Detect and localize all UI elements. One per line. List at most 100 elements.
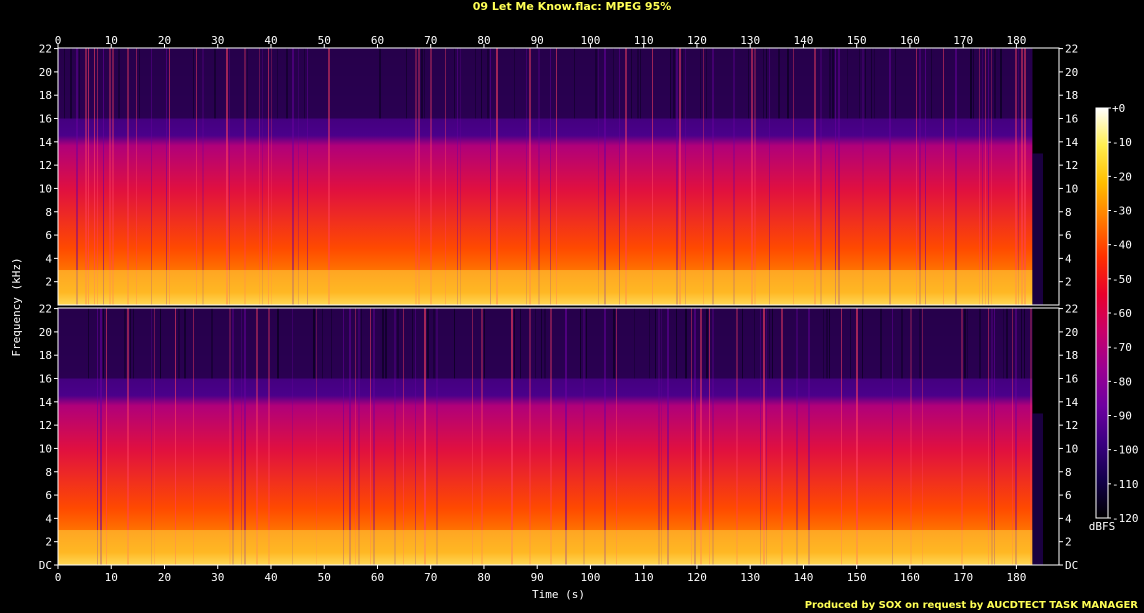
colorbar-tick-label: -20 [1112, 170, 1132, 183]
chart-title: 09 Let Me Know.flac: MPEG 95% [472, 0, 672, 13]
x-tick-label: 20 [158, 571, 171, 584]
credit-text: Produced by SOX on request by AUCDTECT T… [804, 600, 1138, 611]
y-tick-label: 2 [1065, 536, 1072, 549]
y-tick-label: 18 [1065, 349, 1078, 362]
y-tick-label: 14 [1065, 136, 1079, 149]
x-tick-label: 50 [318, 571, 331, 584]
y-axis-label: Frequency (kHz) [10, 257, 23, 356]
colorbar-tick-label: -30 [1112, 205, 1132, 218]
x-tick-label: 30 [211, 34, 224, 47]
x-tick-label: 140 [793, 34, 813, 47]
y-tick-label: 8 [1065, 206, 1072, 219]
y-tick-label: 22 [1065, 43, 1078, 56]
x-tick-label: 180 [1006, 34, 1026, 47]
y-tick-label: 12 [1065, 159, 1078, 172]
x-tick-label: 20 [158, 34, 171, 47]
x-tick-label: 100 [581, 34, 601, 47]
colorbar-label: dBFS [1089, 520, 1116, 533]
y-tick-label: 6 [1065, 229, 1072, 242]
x-tick-label: 120 [687, 571, 707, 584]
y-tick-label: 2 [45, 536, 52, 549]
y-tick-label: 2 [45, 276, 52, 289]
colorbar-tick-label: -60 [1112, 307, 1132, 320]
y-tick-label: 18 [1065, 89, 1078, 102]
colorbar-tick-label: -10 [1112, 136, 1132, 149]
y-tick-label: 14 [39, 396, 53, 409]
x-tick-label: 60 [371, 571, 384, 584]
y-tick-label: 12 [39, 159, 52, 172]
x-tick-label: 50 [318, 34, 331, 47]
fade-out-tail [1032, 153, 1044, 305]
x-tick-label: 110 [634, 571, 654, 584]
y-tick-label: 22 [1065, 303, 1078, 316]
y-tick-label: 4 [1065, 252, 1072, 265]
y-tick-label: 18 [39, 349, 52, 362]
low-frequency-band [58, 270, 1033, 305]
y-tick-label: DC [1065, 559, 1078, 572]
colorbar-tick-label: +0 [1112, 102, 1125, 115]
colorbar-tick-label: -120 [1112, 512, 1139, 525]
x-tick-label: 80 [477, 571, 490, 584]
above-cutoff-region [58, 48, 1033, 119]
y-tick-label: 22 [39, 303, 52, 316]
colorbar-tick-label: -40 [1112, 239, 1132, 252]
y-tick-label: 8 [1065, 466, 1072, 479]
x-tick-label: 100 [581, 571, 601, 584]
y-tick-label: DC [39, 559, 52, 572]
x-tick-label: 180 [1006, 571, 1026, 584]
colorbar [1095, 107, 1109, 519]
y-tick-label: 20 [39, 326, 52, 339]
x-tick-label: 70 [424, 34, 437, 47]
x-tick-label: 120 [687, 34, 707, 47]
x-tick-label: 130 [740, 34, 760, 47]
x-tick-label: 150 [847, 571, 867, 584]
x-tick-label: 40 [264, 571, 277, 584]
x-tick-label: 0 [55, 34, 62, 47]
x-tick-label: 130 [740, 571, 760, 584]
colorbar-tick-label: -80 [1112, 375, 1132, 388]
x-tick-label: 30 [211, 571, 224, 584]
x-tick-label: 140 [793, 571, 813, 584]
y-tick-label: 16 [1065, 113, 1078, 126]
x-tick-label: 160 [900, 34, 920, 47]
x-tick-label: 90 [531, 34, 544, 47]
y-tick-label: 20 [1065, 326, 1078, 339]
spectrogram-channel-1 [58, 48, 1059, 305]
y-tick-label: 10 [1065, 182, 1078, 195]
y-tick-label: 14 [1065, 396, 1079, 409]
y-tick-label: 4 [45, 252, 52, 265]
y-tick-label: 4 [45, 512, 52, 525]
y-tick-label: 20 [1065, 66, 1078, 79]
panel-frame [57, 47, 1060, 306]
y-tick-label: 18 [39, 89, 52, 102]
y-tick-label: 16 [1065, 373, 1078, 386]
y-tick-label: 10 [1065, 442, 1078, 455]
y-tick-label: 16 [39, 373, 52, 386]
colorbar-tick-label: -90 [1112, 410, 1132, 423]
x-tick-label: 60 [371, 34, 384, 47]
colorbar-tick-label: -100 [1112, 444, 1139, 457]
panel-frame [57, 307, 1060, 566]
y-tick-label: 14 [39, 136, 53, 149]
y-tick-label: 20 [39, 66, 52, 79]
y-tick-label: 22 [39, 43, 52, 56]
y-tick-label: 8 [45, 206, 52, 219]
x-tick-label: 170 [953, 571, 973, 584]
y-tick-label: 4 [1065, 512, 1072, 525]
above-cutoff-region [58, 308, 1033, 379]
colorbar-tick-label: -70 [1112, 341, 1132, 354]
colorbar-tick-label: -110 [1112, 478, 1139, 491]
x-tick-label: 80 [477, 34, 490, 47]
x-tick-label: 160 [900, 571, 920, 584]
y-tick-label: 6 [45, 229, 52, 242]
spectrogram-channel-2 [58, 308, 1059, 565]
y-tick-label: 8 [45, 466, 52, 479]
x-tick-label: 10 [105, 571, 118, 584]
x-tick-label: 110 [634, 34, 654, 47]
colorbar-tick-label: -50 [1112, 273, 1132, 286]
y-tick-label: 12 [39, 419, 52, 432]
fade-out-tail [1032, 413, 1044, 565]
y-tick-label: 2 [1065, 276, 1072, 289]
y-tick-label: 16 [39, 113, 52, 126]
